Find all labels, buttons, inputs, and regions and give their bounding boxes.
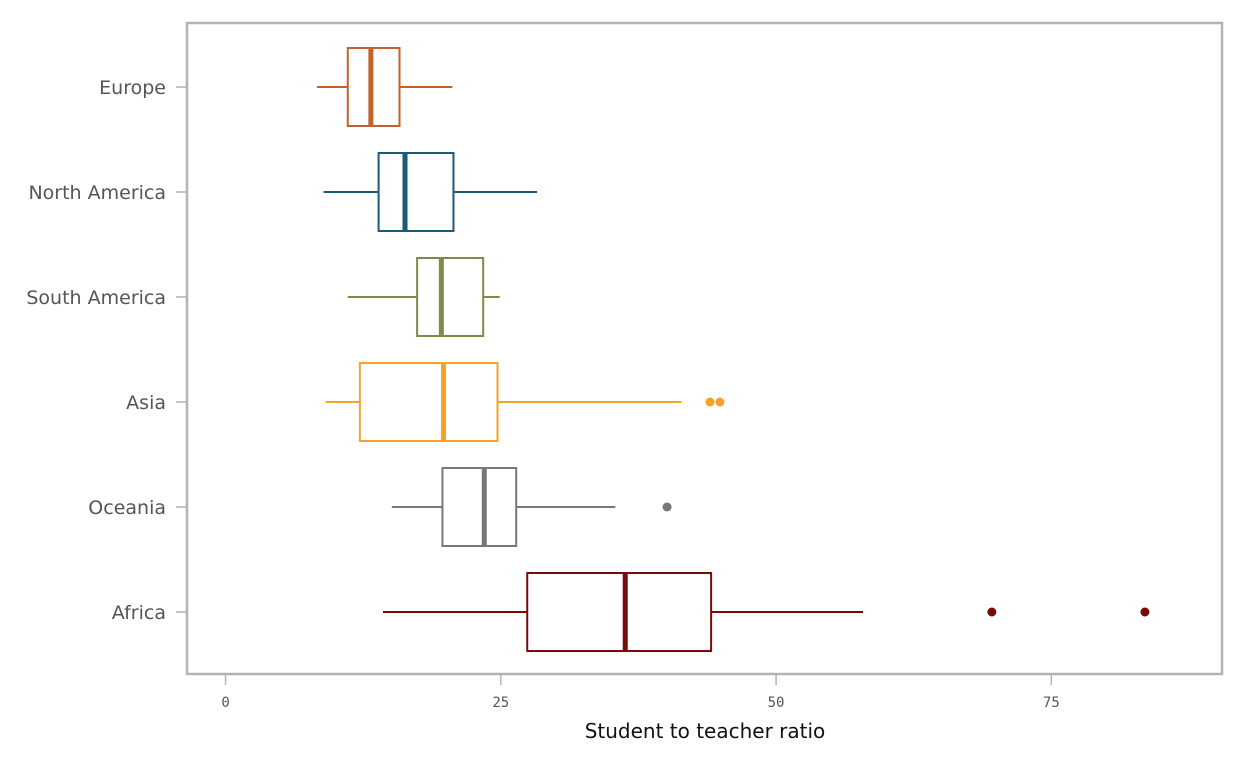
x-tick-label: 75 [1043,695,1060,711]
boxplot-oceania [391,467,672,547]
box [526,572,713,652]
boxplot-asia [325,362,725,442]
box [441,467,518,547]
boxplot-africa [382,572,1150,652]
box [377,152,455,232]
boxplot-north-america [323,152,538,232]
x-axis: 0 25 50 75 [221,674,1060,711]
x-tick-label: 50 [768,695,785,711]
box [358,362,499,442]
x-tick-label: 25 [492,695,509,711]
y-axis: Europe North America South America Asia Ocea… [26,77,187,624]
x-tick-label: 0 [221,695,229,711]
y-tick-label: Africa [112,602,166,624]
plot-panel-border [185,21,1224,676]
box [346,47,401,127]
boxplot-south-america [347,257,500,337]
outlier-point [715,397,725,407]
box [416,257,485,337]
y-tick-label: South America [26,287,166,309]
outlier-point [987,607,997,617]
y-tick-label: North America [28,182,166,204]
y-tick-label: Asia [126,392,166,414]
outlier-point [705,397,715,407]
y-tick-label: Europe [99,77,166,99]
outlier-point [1140,607,1150,617]
boxplots [316,47,1150,652]
y-tick-label: Oceania [88,497,166,519]
x-axis-title: Student to teacher ratio [585,719,826,743]
outlier-point [662,502,672,512]
boxplot-europe [316,47,453,127]
